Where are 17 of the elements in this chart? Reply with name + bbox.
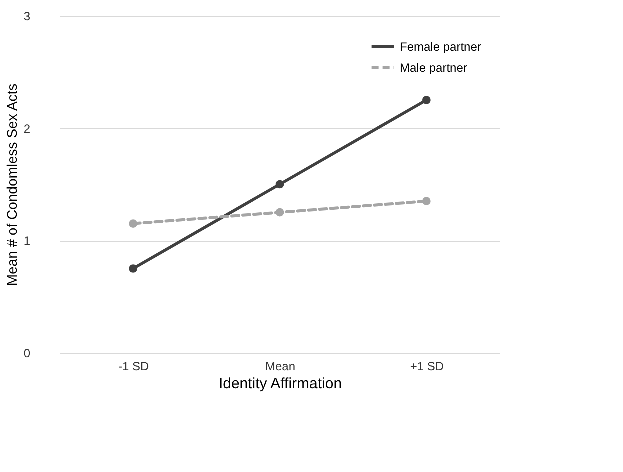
point: [276, 208, 284, 217]
y-tick-label: 2: [24, 122, 31, 136]
y-tick-label: 3: [24, 10, 31, 24]
x-tick-label: +1 SD: [410, 360, 444, 374]
point: [129, 220, 138, 228]
legend-label: Male partner: [400, 61, 468, 75]
legend-label: Female partner: [400, 40, 482, 54]
y-axis-title: Mean # of Condomless Sex Acts: [4, 84, 20, 286]
y-tick-label: 0: [24, 346, 31, 360]
point: [422, 197, 431, 206]
y-tick-label: 1: [24, 234, 31, 248]
x-tick-label: -1 SD: [118, 360, 150, 374]
point: [129, 264, 138, 273]
point: [276, 180, 284, 189]
x-axis-title: Identity Affirmation: [218, 376, 342, 392]
x-tick-label: Mean: [265, 360, 296, 374]
point: [422, 96, 431, 104]
